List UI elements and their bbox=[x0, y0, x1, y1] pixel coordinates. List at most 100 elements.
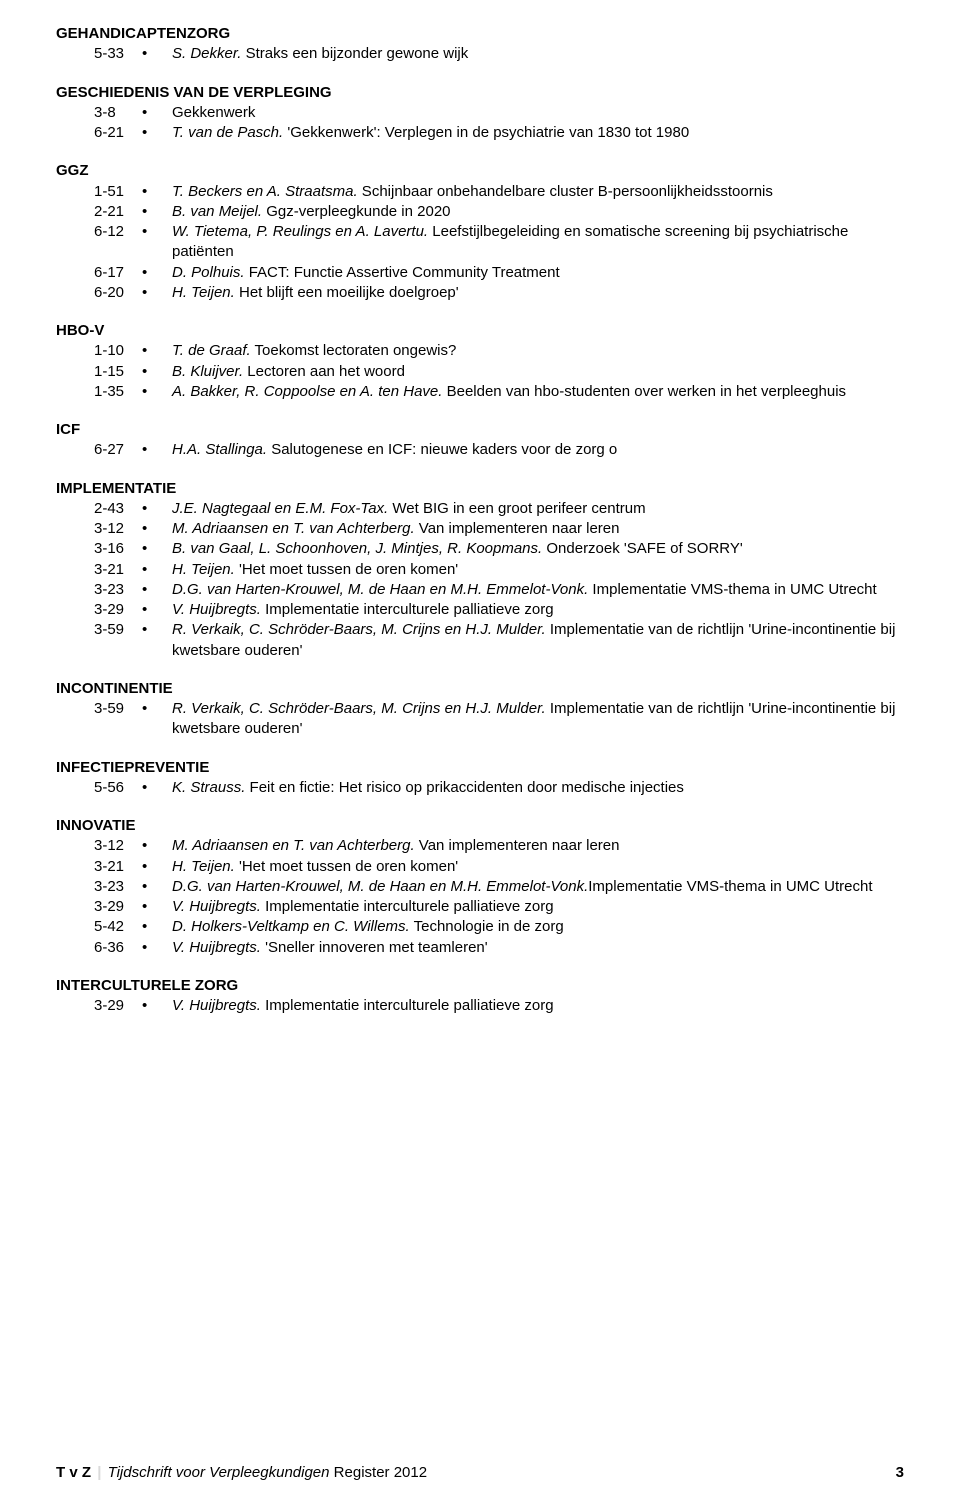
entry-description: H. Teijen. Het blijft een moeilijke doel… bbox=[172, 283, 904, 303]
section-spacer bbox=[56, 958, 904, 970]
index-entry: 6-27•H.A. Stallinga. Salutogenese en ICF… bbox=[56, 440, 904, 460]
entry-title: FACT: Functie Assertive Community Treatm… bbox=[245, 264, 560, 281]
entry-description: S. Dekker. Straks een bijzonder gewone w… bbox=[172, 44, 904, 64]
entry-title: Salutogenese en ICF: nieuwe kaders voor … bbox=[267, 441, 617, 458]
entry-description: M. Adriaansen en T. van Achterberg. Van … bbox=[172, 519, 904, 539]
bullet-icon: • bbox=[142, 103, 172, 123]
index-entry: 5-56•K. Strauss. Feit en fictie: Het ris… bbox=[56, 778, 904, 798]
entry-description: R. Verkaik, C. Schröder-Baars, M. Crijns… bbox=[172, 699, 904, 740]
entry-description: D. Holkers-Veltkamp en C. Willems. Techn… bbox=[172, 917, 904, 937]
footer-brand: T v Z bbox=[56, 1464, 91, 1481]
index-entry: 5-42•D. Holkers-Veltkamp en C. Willems. … bbox=[56, 917, 904, 937]
entry-ref: 3-21 bbox=[94, 560, 142, 580]
entry-author: H. Teijen. bbox=[172, 284, 235, 301]
section-spacer bbox=[56, 65, 904, 77]
entry-title: Implementatie interculturele palliatieve… bbox=[261, 997, 554, 1014]
entry-ref: 3-29 bbox=[94, 897, 142, 917]
index-entry: 3-21•H. Teijen. 'Het moet tussen de oren… bbox=[56, 857, 904, 877]
bullet-icon: • bbox=[142, 996, 172, 1016]
entry-ref: 6-17 bbox=[94, 263, 142, 283]
entry-description: B. Kluijver. Lectoren aan het woord bbox=[172, 362, 904, 382]
bullet-icon: • bbox=[142, 938, 172, 958]
entry-author: S. Dekker. bbox=[172, 45, 241, 62]
bullet-icon: • bbox=[142, 222, 172, 242]
entry-title: Gekkenwerk bbox=[172, 104, 255, 121]
entry-ref: 5-56 bbox=[94, 778, 142, 798]
entry-ref: 1-35 bbox=[94, 382, 142, 402]
bullet-icon: • bbox=[142, 440, 172, 460]
entry-ref: 6-21 bbox=[94, 123, 142, 143]
section-heading: INTERCULTURELE ZORG bbox=[56, 976, 904, 996]
entry-description: H. Teijen. 'Het moet tussen de oren kome… bbox=[172, 857, 904, 877]
entry-title: Het blijft een moeilijke doelgroep' bbox=[235, 284, 459, 301]
bullet-icon: • bbox=[142, 123, 172, 143]
sections-container: GEHANDICAPTENZORG5-33•S. Dekker. Straks … bbox=[56, 24, 904, 1016]
bullet-icon: • bbox=[142, 620, 172, 640]
bullet-icon: • bbox=[142, 499, 172, 519]
entry-author: H. Teijen. bbox=[172, 561, 235, 578]
entry-title: Implementatie VMS-thema in UMC Utrecht bbox=[588, 878, 872, 895]
entry-ref: 3-8 bbox=[94, 103, 142, 123]
footer-separator: | bbox=[95, 1464, 103, 1481]
entry-title: Wet BIG in een groot perifeer centrum bbox=[388, 500, 645, 517]
index-entry: 3-23•D.G. van Harten-Krouwel, M. de Haan… bbox=[56, 877, 904, 897]
section-spacer bbox=[56, 661, 904, 673]
section-heading: IMPLEMENTATIE bbox=[56, 479, 904, 499]
entry-ref: 1-10 bbox=[94, 341, 142, 361]
entry-title: 'Het moet tussen de oren komen' bbox=[235, 561, 458, 578]
entry-author: T. de Graaf. bbox=[172, 342, 251, 359]
entry-description: D.G. van Harten-Krouwel, M. de Haan en M… bbox=[172, 580, 904, 600]
bullet-icon: • bbox=[142, 778, 172, 798]
entry-ref: 6-20 bbox=[94, 283, 142, 303]
bullet-icon: • bbox=[142, 382, 172, 402]
entry-ref: 2-21 bbox=[94, 202, 142, 222]
entry-title: Feit en fictie: Het risico op prikaccide… bbox=[245, 779, 684, 796]
entry-author: J.E. Nagtegaal en E.M. Fox-Tax. bbox=[172, 500, 388, 517]
entry-title: Implementatie interculturele palliatieve… bbox=[261, 601, 554, 618]
entry-description: T. van de Pasch. 'Gekkenwerk': Verplegen… bbox=[172, 123, 904, 143]
index-entry: 2-43•J.E. Nagtegaal en E.M. Fox-Tax. Wet… bbox=[56, 499, 904, 519]
index-entry: 1-35•A. Bakker, R. Coppoolse en A. ten H… bbox=[56, 382, 904, 402]
section-heading: INNOVATIE bbox=[56, 816, 904, 836]
entry-title: 'Gekkenwerk': Verplegen in de psychiatri… bbox=[283, 124, 689, 141]
entry-title: Van implementeren naar leren bbox=[415, 837, 620, 854]
index-entry: 6-20•H. Teijen. Het blijft een moeilijke… bbox=[56, 283, 904, 303]
section-spacer bbox=[56, 402, 904, 414]
entry-author: R. Verkaik, C. Schröder-Baars, M. Crijns… bbox=[172, 621, 546, 638]
entry-description: V. Huijbregts. Implementatie intercultur… bbox=[172, 600, 904, 620]
entry-ref: 3-29 bbox=[94, 996, 142, 1016]
bullet-icon: • bbox=[142, 877, 172, 897]
index-entry: 6-17•D. Polhuis. FACT: Functie Assertive… bbox=[56, 263, 904, 283]
bullet-icon: • bbox=[142, 897, 172, 917]
entry-ref: 3-59 bbox=[94, 699, 142, 719]
index-entry: 3-12•M. Adriaansen en T. van Achterberg.… bbox=[56, 836, 904, 856]
entry-ref: 3-12 bbox=[94, 836, 142, 856]
entry-author: H.A. Stallinga. bbox=[172, 441, 267, 458]
entry-ref: 3-21 bbox=[94, 857, 142, 877]
entry-description: D.G. van Harten-Krouwel, M. de Haan en M… bbox=[172, 877, 904, 897]
entry-ref: 1-51 bbox=[94, 182, 142, 202]
bullet-icon: • bbox=[142, 519, 172, 539]
entry-description: T. Beckers en A. Straatsma. Schijnbaar o… bbox=[172, 182, 904, 202]
index-entry: 1-51•T. Beckers en A. Straatsma. Schijnb… bbox=[56, 182, 904, 202]
bullet-icon: • bbox=[142, 600, 172, 620]
entry-description: H. Teijen. 'Het moet tussen de oren kome… bbox=[172, 560, 904, 580]
entry-author: A. Bakker, R. Coppoolse en A. ten Have. bbox=[172, 383, 442, 400]
bullet-icon: • bbox=[142, 539, 172, 559]
footer-page-number: 3 bbox=[896, 1463, 904, 1483]
bullet-icon: • bbox=[142, 836, 172, 856]
index-entry: 2-21•B. van Meijel. Ggz-verpleegkunde in… bbox=[56, 202, 904, 222]
entry-author: M. Adriaansen en T. van Achterberg. bbox=[172, 520, 415, 537]
index-entry: 3-12•M. Adriaansen en T. van Achterberg.… bbox=[56, 519, 904, 539]
entry-ref: 3-59 bbox=[94, 620, 142, 640]
entry-description: V. Huijbregts. 'Sneller innoveren met te… bbox=[172, 938, 904, 958]
bullet-icon: • bbox=[142, 44, 172, 64]
entry-author: V. Huijbregts. bbox=[172, 939, 261, 956]
entry-author: V. Huijbregts. bbox=[172, 898, 261, 915]
entry-author: H. Teijen. bbox=[172, 858, 235, 875]
entry-description: V. Huijbregts. Implementatie intercultur… bbox=[172, 996, 904, 1016]
entry-ref: 5-42 bbox=[94, 917, 142, 937]
section-heading: HBO-V bbox=[56, 321, 904, 341]
footer-journal: Tijdschrift voor Verpleegkundigen bbox=[108, 1464, 330, 1481]
section-heading: GEHANDICAPTENZORG bbox=[56, 24, 904, 44]
